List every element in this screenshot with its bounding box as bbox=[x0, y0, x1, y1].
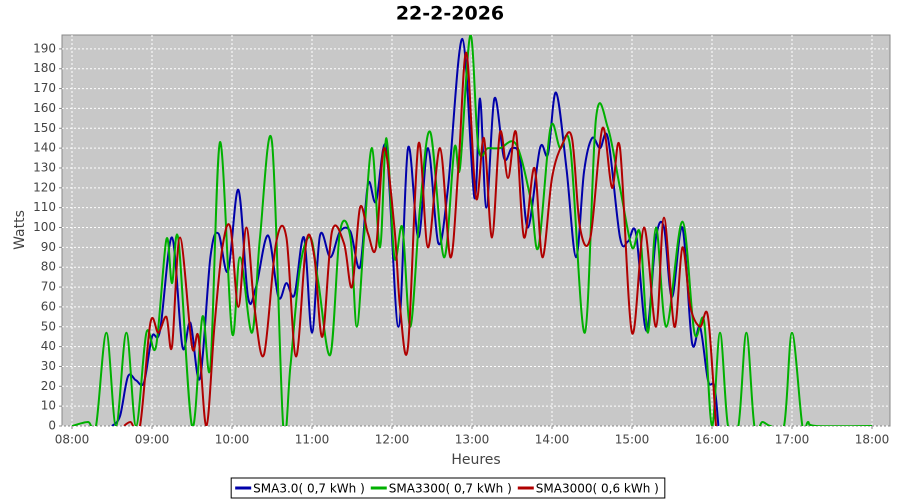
y-tick-label: 150 bbox=[33, 121, 56, 135]
y-tick-label: 130 bbox=[33, 160, 56, 174]
series-line bbox=[123, 51, 717, 426]
y-axis-label: Watts bbox=[12, 210, 28, 250]
legend-label: SMA3.0( 0,7 kWh ) bbox=[253, 482, 365, 496]
legend: SMA3.0( 0,7 kWh ) SMA3300( 0,7 kWh ) SMA30… bbox=[230, 477, 666, 499]
legend-label: SMA3000( 0,6 kWh ) bbox=[536, 482, 659, 496]
y-tick-label: 180 bbox=[33, 61, 56, 75]
x-tick-label: 15:00 bbox=[615, 433, 650, 447]
x-tick-label: 17:00 bbox=[775, 433, 810, 447]
chart-title: 22-2-2026 bbox=[396, 3, 504, 25]
y-tick-label: 170 bbox=[33, 81, 56, 95]
x-tick-label: 08:00 bbox=[55, 433, 90, 447]
x-tick-label: 18:00 bbox=[855, 433, 890, 447]
y-tick-label: 190 bbox=[33, 41, 56, 55]
x-tick-label: 16:00 bbox=[695, 433, 730, 447]
y-tick-label: 120 bbox=[33, 180, 56, 194]
y-tick-label: 0 bbox=[48, 419, 56, 433]
y-tick-label: 70 bbox=[41, 280, 56, 294]
legend-label: SMA3300( 0,7 kWh ) bbox=[389, 482, 512, 496]
x-tick-label: 11:00 bbox=[295, 433, 330, 447]
y-tick-label: 50 bbox=[41, 319, 56, 333]
x-tick-label: 09:00 bbox=[135, 433, 170, 447]
y-tick-label: 10 bbox=[41, 399, 56, 413]
y-tick-label: 110 bbox=[33, 200, 56, 214]
y-tick-label: 40 bbox=[41, 339, 56, 353]
y-tick-label: 90 bbox=[41, 240, 56, 254]
y-tick-label: 100 bbox=[33, 220, 56, 234]
x-tick-label: 12:00 bbox=[375, 433, 410, 447]
legend-item: SMA3300( 0,7 kWh ) bbox=[370, 482, 512, 496]
legend-item: SMA3000( 0,6 kWh ) bbox=[517, 482, 659, 496]
y-tick-label: 20 bbox=[41, 379, 56, 393]
y-tick-label: 80 bbox=[41, 260, 56, 274]
x-axis-label: Heures bbox=[451, 452, 500, 468]
y-tick-label: 140 bbox=[33, 141, 56, 155]
legend-box bbox=[230, 477, 666, 499]
y-tick-label: 160 bbox=[33, 101, 56, 115]
y-tick-label: 30 bbox=[41, 359, 56, 373]
y-tick-label: 60 bbox=[41, 299, 56, 313]
legend-item: SMA3.0( 0,7 kWh ) bbox=[235, 482, 365, 496]
x-tick-label: 14:00 bbox=[535, 433, 570, 447]
x-tick-label: 10:00 bbox=[215, 433, 250, 447]
x-tick-label: 13:00 bbox=[455, 433, 490, 447]
